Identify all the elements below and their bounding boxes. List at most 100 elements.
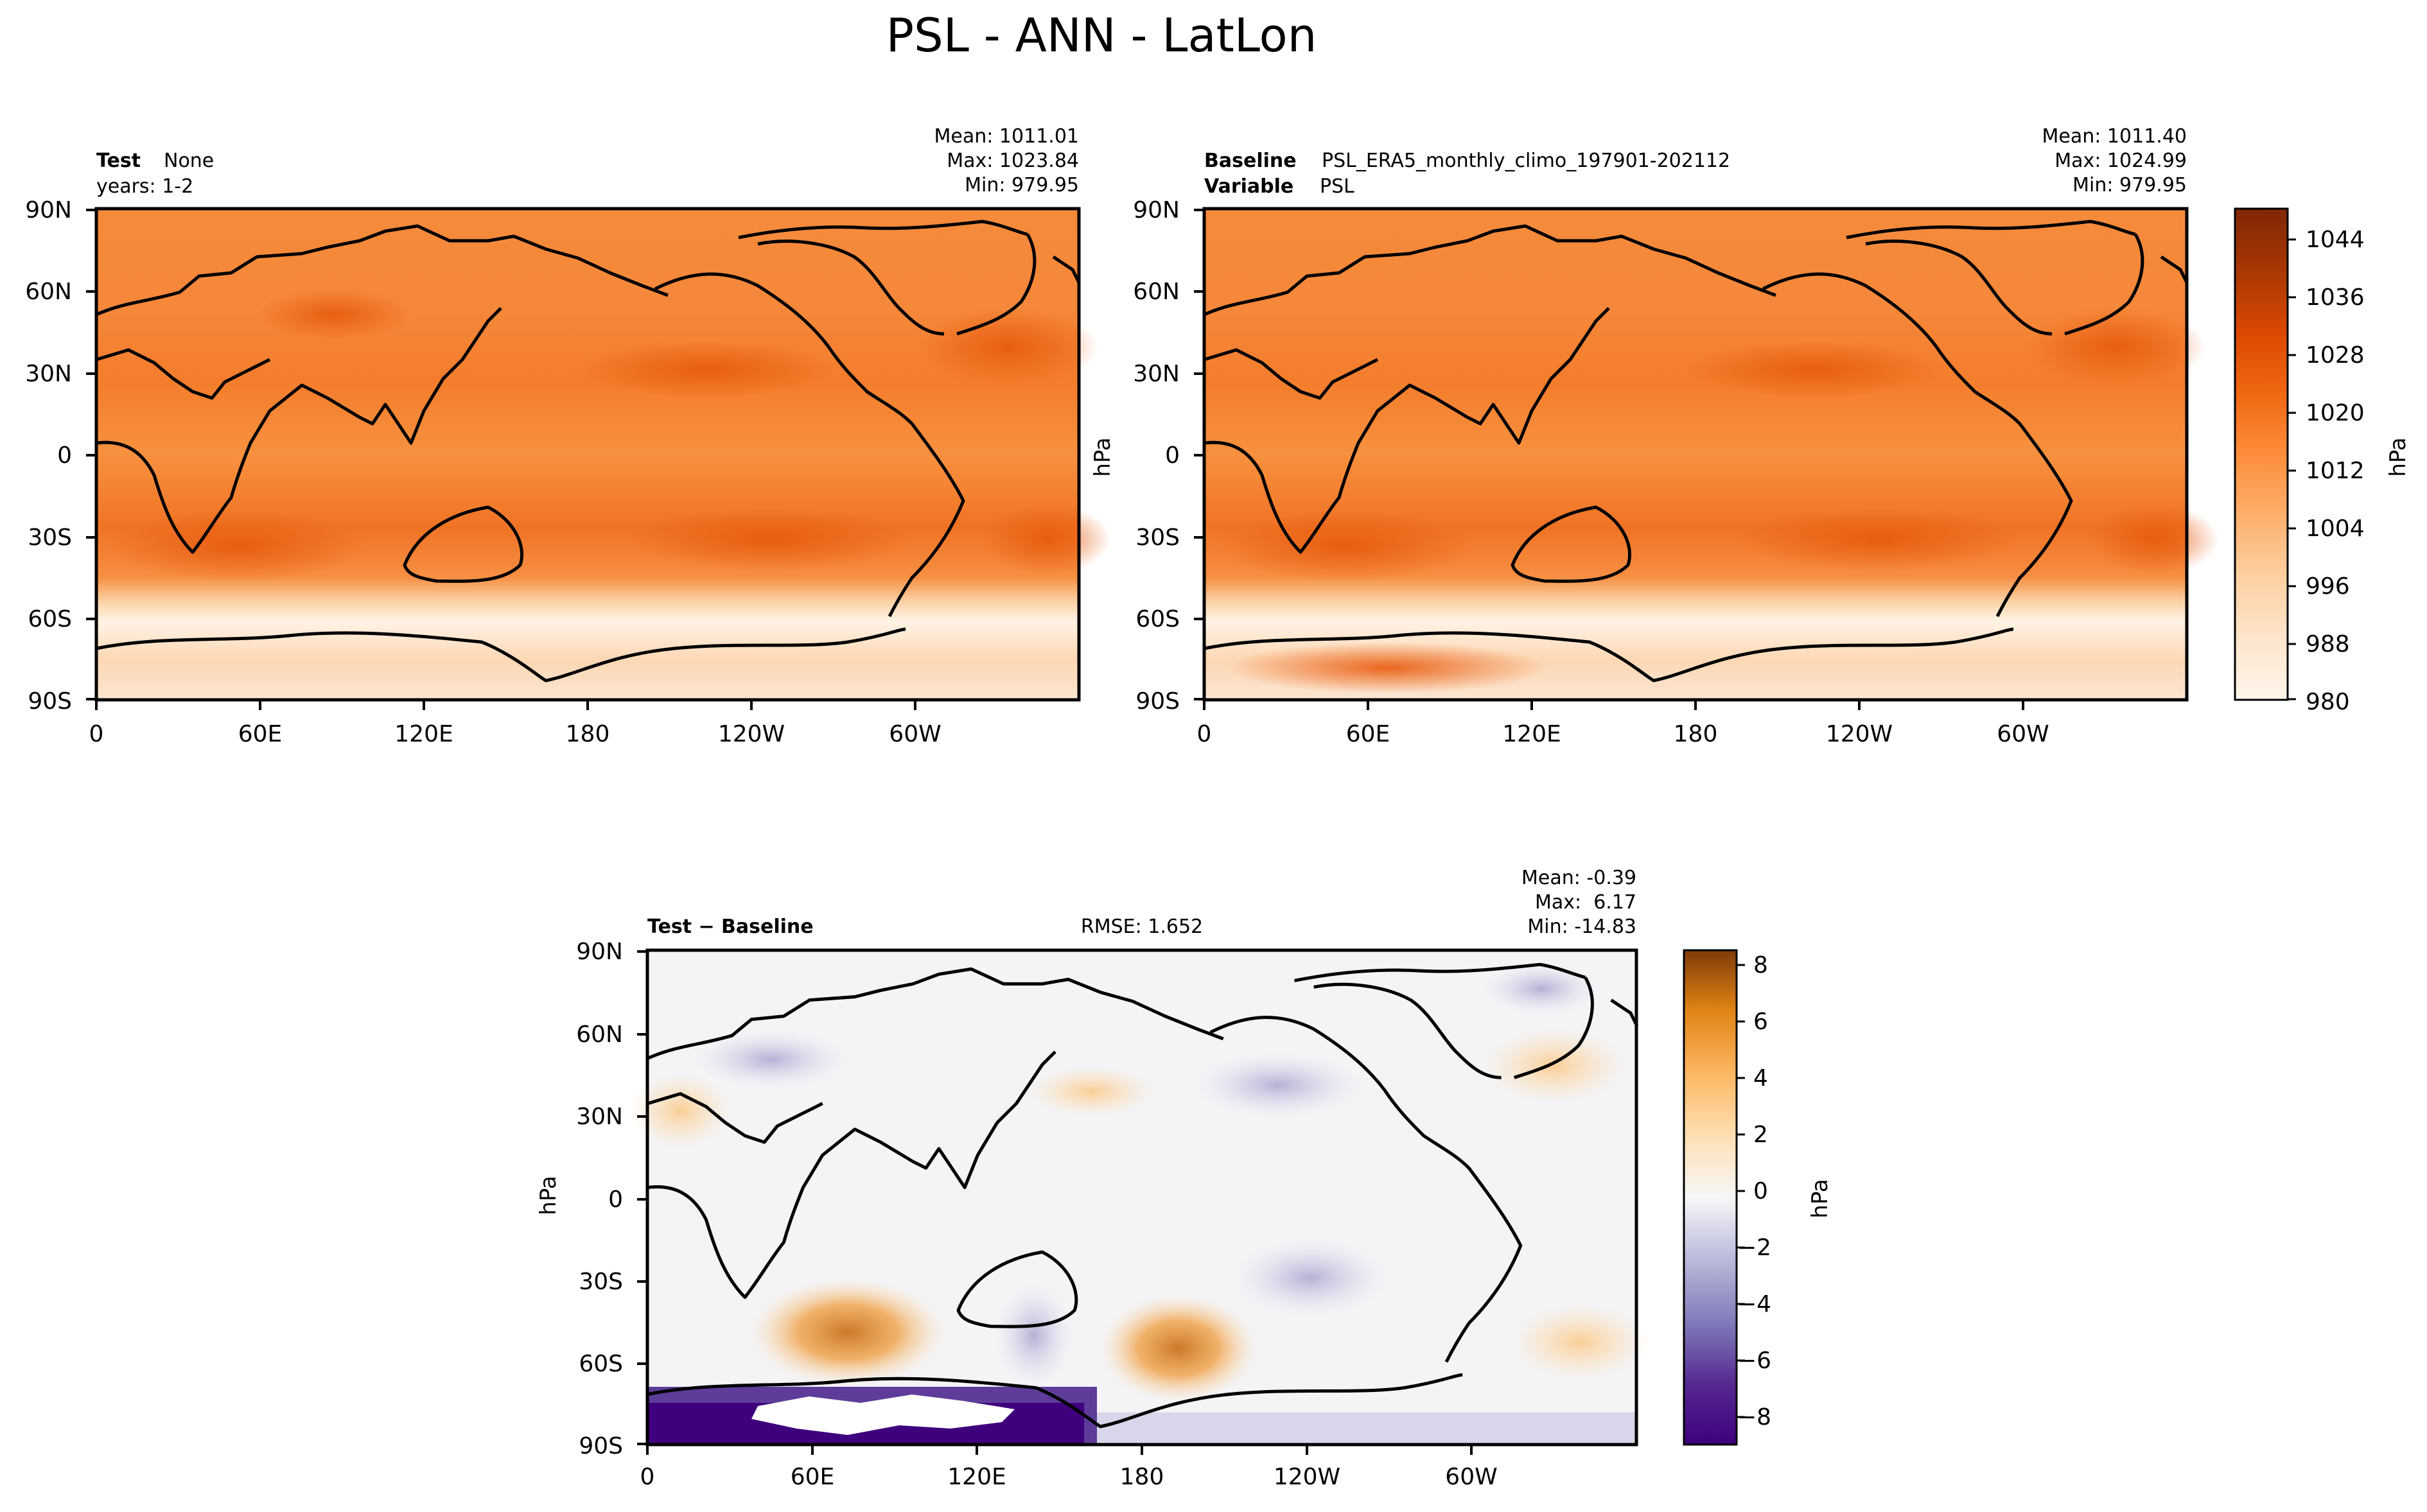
diff-ytick-90n: 90N [576, 939, 623, 965]
baseline-high-south-indian [1217, 510, 1474, 581]
test-ytick-60s: 60S [28, 606, 72, 632]
psl-colorbar-tick: 996 [2306, 573, 2350, 600]
diff-anomaly-positive-north-pacific [1028, 1066, 1156, 1117]
baseline-xtick-60w: 60W [1997, 721, 2049, 747]
diff-anomaly-positive-europe [629, 1072, 732, 1149]
baseline-high-south-atlantic [2090, 504, 2219, 575]
test-stat-min: Min: 979.95 [965, 174, 1079, 196]
baseline-ytick-30n: 30N [1133, 361, 1180, 387]
psl-colorbar-tick: 1028 [2306, 342, 2365, 369]
diff-colorbar-tick: 6 [1753, 1009, 1768, 1035]
test-ytick-90n: 90N [25, 197, 72, 223]
diff-ytick-60s: 60S [579, 1351, 623, 1377]
psl-colorbar-tick: 1004 [2306, 516, 2365, 542]
diff-xtick-120w: 120W [1274, 1464, 1340, 1490]
test-ytick-30s: 30S [28, 525, 72, 551]
diff-colorbar-tick: 4 [1753, 1065, 1768, 1091]
diff-anomaly-positive-south-pacific [1098, 1294, 1259, 1403]
baseline-stat-min: Min: 979.95 [2072, 174, 2187, 196]
test-ytick-30n: 30N [25, 361, 72, 387]
test-xtick-0: 0 [89, 721, 104, 747]
baseline-x-axis: 0 60E 120E 180 120W 60W [1197, 700, 2049, 747]
test-subtitle: years: 1-2 [96, 175, 193, 198]
psl-colorbar: 1044 1036 1028 1020 1012 1004 996 988 98… [2234, 207, 2411, 715]
baseline-xtick-0: 0 [1197, 721, 1212, 747]
psl-colorbar-tick: 1020 [2306, 400, 2365, 426]
diff-colorbar: 8 6 4 2 0 −2 −4 −6 −8 hPa [1683, 949, 1833, 1446]
test-stat-mean: Mean: 1011.01 [934, 125, 1079, 148]
diff-anomaly-negative-north-pacific [1195, 1053, 1362, 1117]
baseline-ylabel: hPa [1090, 437, 1116, 476]
diff-anomaly-positive-south-america [1509, 1303, 1651, 1380]
test-high-north-atlantic [918, 308, 1098, 385]
diff-ytick-60n: 60N [576, 1021, 623, 1048]
baseline-high-north-atlantic [2026, 308, 2206, 385]
psl-colorbar-label: hPa [2385, 437, 2411, 476]
test-high-south-atlantic [983, 504, 1111, 575]
diff-x-axis: 0 60E 120E 180 120W 60W [640, 1445, 1498, 1490]
baseline-subtitle-bold: Variable [1204, 175, 1293, 198]
test-xtick-180: 180 [566, 721, 610, 747]
diff-rmse: RMSE: 1.652 [1081, 916, 1203, 938]
test-xtick-120w: 120W [718, 721, 785, 747]
test-ytick-60n: 60N [25, 279, 72, 305]
psl-colorbar-tick: 1036 [2306, 284, 2365, 311]
diff-stat-max: Max: 6.17 [1535, 891, 1636, 914]
diff-colorbar-label: hPa [1807, 1179, 1833, 1218]
baseline-coastlines [1203, 220, 2189, 682]
baseline-ytick-60s: 60S [1135, 606, 1180, 632]
test-title-bold: Test [96, 150, 141, 172]
baseline-ytick-90n: 90N [1133, 197, 1180, 223]
diff-colorbar-tick: 8 [1753, 952, 1768, 978]
diff-anomaly-negative-west-pacific [995, 1284, 1073, 1387]
diff-title: Test − Baseline [647, 916, 814, 938]
psl-colorbar-tick: 988 [2306, 631, 2350, 657]
diff-stat-mean: Mean: -0.39 [1521, 867, 1636, 889]
test-stat-max: Max: 1023.84 [947, 150, 1079, 172]
baseline-map [1202, 207, 2219, 702]
test-high-south-indian [109, 510, 366, 581]
diff-colorbar-tick: 2 [1753, 1122, 1768, 1148]
baseline-xtick-180: 180 [1674, 721, 1718, 747]
test-panel: Test None years: 1-2 Mean: 1011.01 Max: … [25, 125, 1111, 747]
diff-antarctic-band-3 [1097, 1412, 1636, 1445]
baseline-ytick-30s: 30S [1135, 525, 1180, 551]
test-xtick-60w: 60W [889, 721, 941, 747]
baseline-high-south-pacific [1737, 507, 2020, 571]
baseline-high-north-pacific [1686, 340, 1943, 398]
baseline-high-antarctica [1227, 642, 1548, 693]
baseline-ytick-60n: 60N [1133, 279, 1180, 305]
test-map [94, 207, 1111, 702]
baseline-panel: Baseline PSL_ERA5_monthly_climo_197901-2… [1090, 125, 2411, 747]
psl-colorbar-tick: 1012 [2306, 458, 2365, 484]
diff-y-axis: 90N 60N 30N 0 30S 60S 90S [576, 939, 647, 1459]
diff-panel: Test − Baseline RMSE: 1.652 Mean: -0.39 … [536, 867, 1833, 1490]
diff-ytick-0: 0 [608, 1186, 623, 1213]
test-ytick-90s: 90S [28, 688, 72, 715]
figure-title: PSL - ANN - LatLon [886, 8, 1317, 62]
baseline-y-axis: 90N 60N 30N 0 30S 60S 90S [1133, 197, 1204, 715]
diff-stat-min: Min: -14.83 [1527, 916, 1636, 938]
baseline-xtick-120e: 120E [1502, 721, 1561, 747]
diff-anomaly-positive-south-indian [748, 1278, 947, 1387]
test-title-text: None [164, 150, 214, 172]
baseline-field [1204, 209, 2187, 700]
psl-colorbar-tick: 980 [2306, 689, 2350, 715]
test-x-axis: 0 60E 120E 180 120W 60W [89, 700, 942, 747]
diff-xtick-60e: 60E [791, 1464, 835, 1490]
psl-colorbar-bar [2234, 207, 2289, 701]
diff-anomaly-negative-east-pacific [1233, 1239, 1387, 1316]
diff-coastlines [647, 962, 1639, 1429]
diff-map [629, 948, 1651, 1447]
test-ytick-0: 0 [57, 442, 72, 469]
baseline-xtick-120w: 120W [1826, 721, 1893, 747]
test-field [96, 209, 1079, 700]
diff-colorbar-tick: 0 [1753, 1178, 1768, 1204]
diff-ytick-30n: 30N [576, 1104, 623, 1130]
psl-colorbar-tick: 1044 [2306, 227, 2365, 253]
baseline-xtick-60e: 60E [1346, 721, 1390, 747]
diff-ytick-30s: 30S [579, 1269, 623, 1295]
test-high-north-pacific [578, 340, 835, 398]
baseline-subtitle-text: PSL [1320, 175, 1354, 198]
